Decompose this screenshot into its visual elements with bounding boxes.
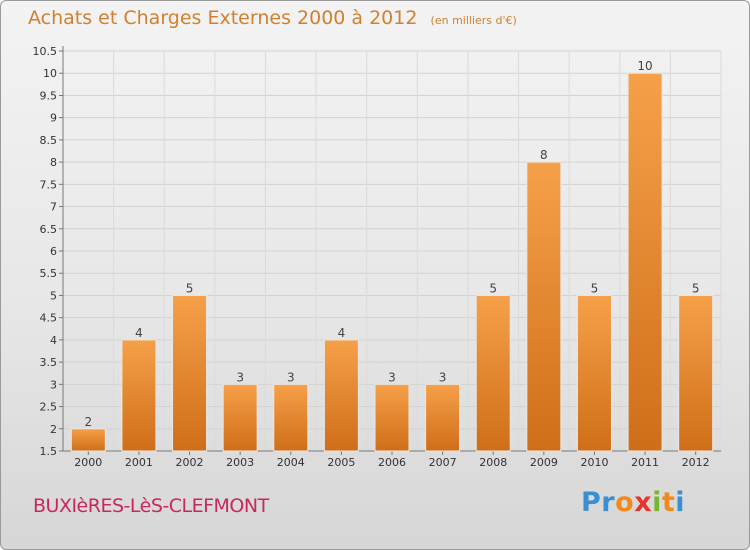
- data-label: 5: [489, 281, 497, 295]
- title-row: Achats et Charges Externes 2000 à 2012 (…: [28, 7, 517, 29]
- x-tick-label: 2010: [580, 456, 608, 469]
- proxiti-logo: Proxiti: [581, 487, 685, 518]
- x-tick-label: 2005: [327, 456, 355, 469]
- chart-title: Achats et Charges Externes 2000 à 2012: [28, 7, 418, 29]
- x-tick-label: 2006: [378, 456, 406, 469]
- data-label: 3: [287, 370, 295, 384]
- logo-letter: t: [661, 487, 676, 518]
- bar: [273, 383, 309, 452]
- x-tick-label: 2007: [429, 456, 457, 469]
- y-tick-label: 5.5: [40, 267, 58, 280]
- data-label: 8: [540, 148, 548, 162]
- bar: [121, 339, 157, 452]
- data-label: 4: [135, 326, 143, 340]
- bar: [172, 294, 208, 452]
- bar: [576, 294, 612, 452]
- y-tick-label: 6: [50, 245, 57, 258]
- x-tick-label: 2004: [277, 456, 305, 469]
- y-tick-label: 3: [50, 378, 57, 391]
- logo-letter: r: [601, 487, 616, 518]
- data-label: 5: [186, 281, 194, 295]
- x-tick-labels: 2000 2001 2002 2003 2004 2005 2006 2007 2008 2009…: [74, 456, 709, 469]
- y-tick-label: 2: [50, 423, 57, 436]
- x-tick-label: 2011: [631, 456, 659, 469]
- x-tick-label: 2008: [479, 456, 507, 469]
- y-tick-label: 10.5: [33, 45, 58, 58]
- y-tick-label: 7.5: [40, 178, 58, 191]
- data-label: 2: [84, 415, 92, 429]
- bar: [323, 339, 359, 452]
- bar: [374, 383, 410, 452]
- value-labels: 2 4 5 3 3 4 3 3 5 8 5 10 5: [84, 59, 699, 429]
- logo-letter: o: [615, 487, 635, 518]
- y-tick-label: 2.5: [40, 401, 58, 414]
- y-tick-label: 10: [43, 67, 57, 80]
- data-label: 5: [591, 281, 599, 295]
- bars: [70, 72, 714, 452]
- y-tick-labels: 1.5 2 2.5 3 3.5 4 4.5 5 5.5 6 6.5 7 7.5 8 8.5 9 9.5 10 10.…: [33, 45, 58, 458]
- y-tick-label: 7: [50, 201, 57, 214]
- logo-letter: P: [581, 487, 602, 518]
- x-tick-label: 2002: [176, 456, 204, 469]
- y-tick-label: 9.5: [40, 89, 58, 102]
- bar: [678, 294, 714, 452]
- bar: [526, 161, 562, 452]
- y-tick-label: 8: [50, 156, 57, 169]
- x-tick-label: 2000: [74, 456, 102, 469]
- y-tick-label: 4.5: [40, 312, 58, 325]
- data-label: 3: [388, 370, 396, 384]
- commune-name: BUXIèRES-LèS-CLEFMONT: [33, 495, 269, 517]
- logo-letter: i: [652, 487, 662, 518]
- y-tick-label: 8.5: [40, 134, 58, 147]
- bar: [627, 72, 663, 452]
- bar: [475, 294, 511, 452]
- y-tick-label: 6.5: [40, 223, 58, 236]
- logo-letter: x: [634, 487, 653, 518]
- y-tick-label: 1.5: [40, 445, 58, 458]
- data-label: 3: [236, 370, 244, 384]
- x-tick-label: 2003: [226, 456, 254, 469]
- chart-subtitle: (en milliers d'€): [430, 14, 517, 27]
- bar: [425, 383, 461, 452]
- data-label: 10: [637, 59, 652, 73]
- data-label: 3: [439, 370, 447, 384]
- data-label: 4: [338, 326, 346, 340]
- x-tick-label: 2009: [530, 456, 558, 469]
- y-tick-label: 5: [50, 289, 57, 302]
- y-tick-label: 4: [50, 334, 57, 347]
- x-tick-label: 2012: [682, 456, 710, 469]
- y-tick-label: 3.5: [40, 356, 58, 369]
- bar: [70, 428, 106, 452]
- x-tick-label: 2001: [125, 456, 153, 469]
- logo-letter: i: [675, 487, 686, 518]
- data-label: 5: [692, 281, 700, 295]
- y-tick-label: 9: [50, 112, 57, 125]
- bar: [222, 383, 258, 452]
